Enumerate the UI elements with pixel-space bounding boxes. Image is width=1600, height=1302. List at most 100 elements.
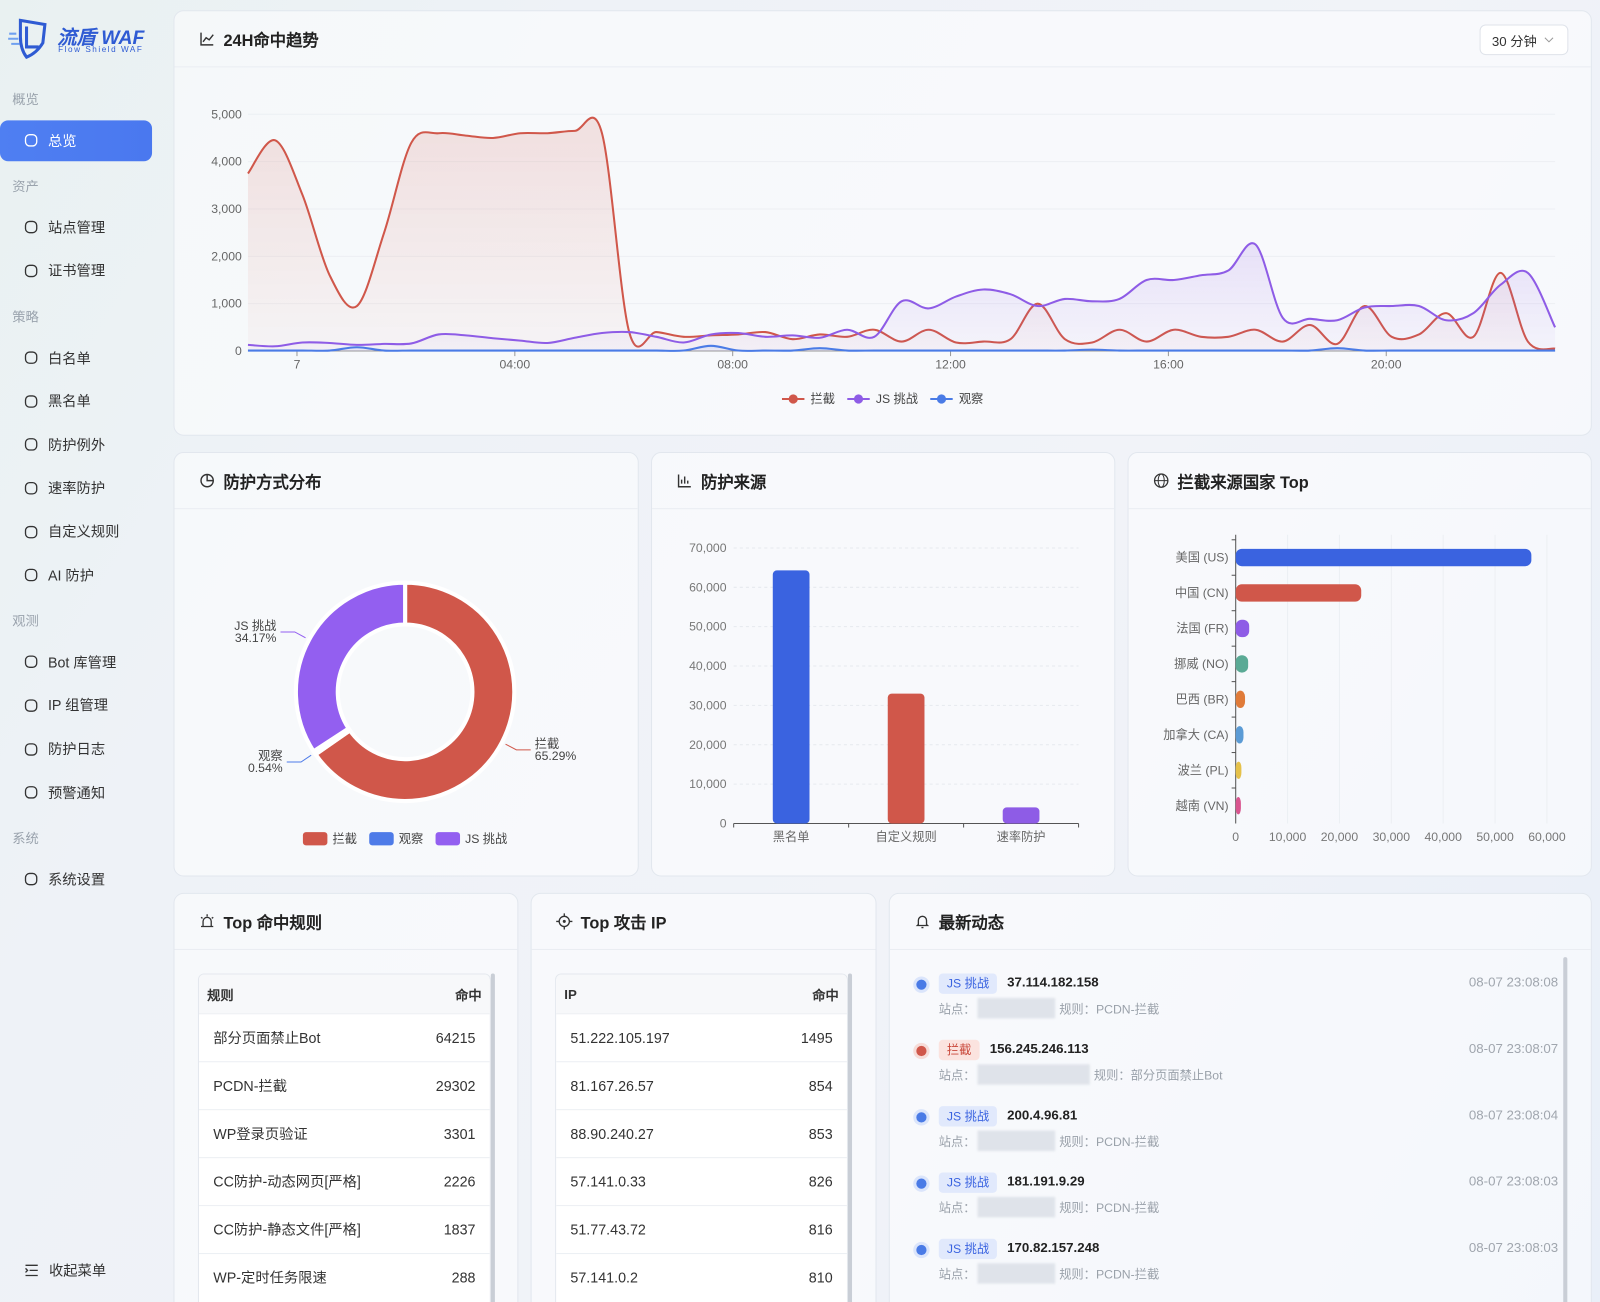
legend-label: 观察: [399, 832, 423, 846]
hit-count: 826: [808, 1173, 833, 1190]
y-tick-label: 巴西 (BR): [1176, 692, 1229, 706]
tag: JS 挑战: [938, 973, 998, 994]
scrollbar[interactable]: [1563, 957, 1568, 1302]
hit-count: 64215: [435, 1029, 476, 1046]
card-header: 24H命中趋势: [174, 11, 1591, 68]
row-key: CC防护-静态文件[严格]: [213, 1221, 361, 1238]
ip: 156.245.246.113: [989, 1040, 1089, 1057]
row-key: WP登录页验证: [213, 1125, 308, 1142]
menu-icon: [24, 742, 38, 756]
y-tick-label: 50,000: [689, 620, 727, 634]
time: 08-07 23:08:04: [1468, 1107, 1559, 1123]
hit-count: 3301: [443, 1125, 476, 1142]
time: 08-07 23:08:03: [1468, 1239, 1559, 1256]
column-header: IP: [564, 986, 577, 1002]
menu-item[interactable]: AI 防护: [0, 555, 152, 596]
menu-item[interactable]: IP 组管理: [0, 685, 152, 726]
tag: JS 挑战: [938, 1172, 998, 1193]
legend-marker: [936, 394, 947, 404]
table: IP 命中 51.222.105.197 1495 81.167.26.57 854 88.…: [555, 973, 848, 1302]
bar: [1235, 761, 1242, 779]
menu-icon: [24, 351, 38, 365]
icon: [200, 32, 214, 46]
collapse-icon: [25, 1264, 38, 1277]
redacted: [977, 1064, 1090, 1085]
barh-chart: 0 10,000 20,000 30,000 40,000 50,000 60,000 美国 …: [1163, 534, 1566, 844]
bar: [1235, 726, 1244, 744]
menu-item[interactable]: 总览: [0, 119, 153, 161]
rule-label: 规则：: [1093, 1067, 1131, 1083]
row-key: 51.222.105.197: [570, 1029, 670, 1046]
icon-shape: [24, 699, 38, 712]
slice-value: 0.54%: [248, 761, 283, 775]
icon-shape: [24, 655, 38, 669]
column-header: 命中: [455, 987, 482, 1003]
legend-label: 拦截: [811, 392, 835, 406]
y-tick-label: 4,000: [211, 155, 242, 169]
bar: [1235, 548, 1532, 567]
menu-item[interactable]: 自定义规则: [0, 511, 152, 552]
menu-item[interactable]: 黑名单: [0, 381, 152, 422]
column-header: 规则: [207, 987, 234, 1003]
menu-item[interactable]: 站点管理: [0, 207, 152, 248]
x-tick-label: 50,000: [1476, 830, 1514, 844]
y-tick-label: 加拿大 (CA): [1163, 727, 1228, 742]
tag: JS 挑战: [938, 1106, 998, 1127]
slice-label: JS 挑战: [234, 619, 276, 633]
x-tick-label: 08:00: [717, 357, 748, 371]
interval-select[interactable]: 30 分钟: [1479, 24, 1569, 56]
menu-item[interactable]: 证书管理: [0, 250, 152, 291]
icon-shape: [24, 568, 38, 582]
icon-shape: [24, 394, 38, 408]
menu-label: 系统设置: [47, 871, 106, 888]
hit-count: 288: [451, 1269, 476, 1286]
column-header: 命中: [812, 987, 839, 1003]
menu-item[interactable]: 系统设置: [0, 859, 152, 900]
hit-count: 29302: [435, 1077, 476, 1094]
scrollbar[interactable]: [847, 973, 853, 1302]
redacted: [977, 1263, 1056, 1284]
scrollbar[interactable]: [490, 973, 495, 1302]
hit-count: 853: [808, 1125, 833, 1142]
menu-item[interactable]: 防护例外: [0, 424, 152, 465]
menu-item[interactable]: 速率防护: [0, 468, 152, 509]
ip: 181.191.9.29: [1007, 1173, 1085, 1189]
table-row: 57.141.0.2 810: [556, 1253, 847, 1301]
icon-shape: [24, 134, 38, 147]
icon: [1153, 473, 1169, 488]
x-tick-label: 12:00: [935, 357, 966, 371]
menu-item[interactable]: 防护日志: [0, 729, 152, 770]
menu-item[interactable]: Bot 库管理: [0, 642, 152, 683]
pie-slice: [313, 580, 517, 804]
icon-shape: [24, 438, 38, 451]
menu-item[interactable]: 预警通知: [0, 772, 152, 813]
pie-slice: [293, 580, 408, 754]
rule: 部分页面禁止Bot: [1130, 1067, 1223, 1083]
menu-group-title: 观测: [12, 613, 39, 629]
bar: [772, 570, 810, 824]
table-row: 51.222.105.197 1495: [556, 1013, 847, 1061]
menu-icon: [24, 221, 38, 234]
menu-icon: [24, 786, 38, 799]
y-tick-label: 70,000: [689, 541, 727, 555]
icon-shape: [24, 786, 38, 799]
legend-swatch: [435, 832, 461, 846]
status-dot: [916, 979, 927, 990]
card-title: Top 命中规则: [223, 915, 323, 933]
bar-chart: 0 10,000 20,000 30,000 40,000 50,000 60,000 70,…: [689, 541, 1080, 844]
collapse-menu[interactable]: 收起菜单: [0, 1250, 152, 1291]
series-line: [247, 242, 1557, 348]
hit-count: 2226: [443, 1173, 476, 1190]
table-header: 规则 命中: [198, 974, 490, 1014]
menu-icon: [24, 438, 38, 451]
table-row: CC防护-动态网页[严格] 2226: [198, 1157, 490, 1205]
series-line: [247, 344, 1556, 352]
table-row: CC防护-静态文件[严格] 1837: [198, 1205, 490, 1253]
menu-icon: [24, 655, 38, 669]
legend: 拦截 JS 挑战 观察: [781, 392, 983, 406]
menu-item[interactable]: 白名单: [0, 337, 152, 378]
row-key: 57.141.0.2: [570, 1269, 638, 1286]
card-header: 拦截来源国家 Top: [1128, 453, 1591, 510]
y-tick-label: 波兰 (PL): [1178, 763, 1229, 777]
status-dot: [916, 1112, 927, 1123]
